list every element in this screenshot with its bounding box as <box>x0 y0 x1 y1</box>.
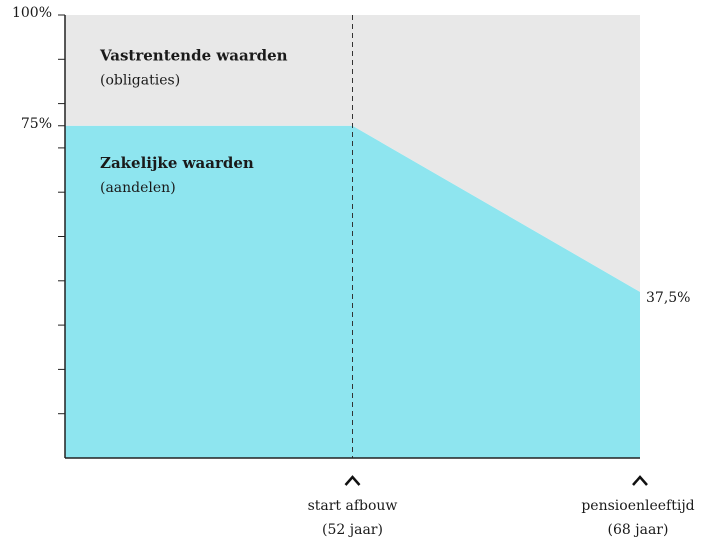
legend-name: Vastrentende waarden <box>99 46 288 64</box>
legend-subname: (aandelen) <box>100 180 176 196</box>
legend-name: Zakelijke waarden <box>100 154 254 172</box>
caret <box>344 475 361 486</box>
x-tick-label: (68 jaar) <box>608 522 669 538</box>
x-tick-label: start afbouw <box>308 498 398 514</box>
x-tick-label: (52 jaar) <box>322 522 383 538</box>
data-label: 37,5% <box>646 290 690 306</box>
y-tick-label: 75% <box>21 116 52 132</box>
caret <box>632 475 648 486</box>
x-tick-label: pensioenleeftijd <box>581 498 694 514</box>
area <box>65 15 640 292</box>
y-tick-label: 100% <box>12 5 52 21</box>
legend-subname: (obligaties) <box>100 72 180 88</box>
